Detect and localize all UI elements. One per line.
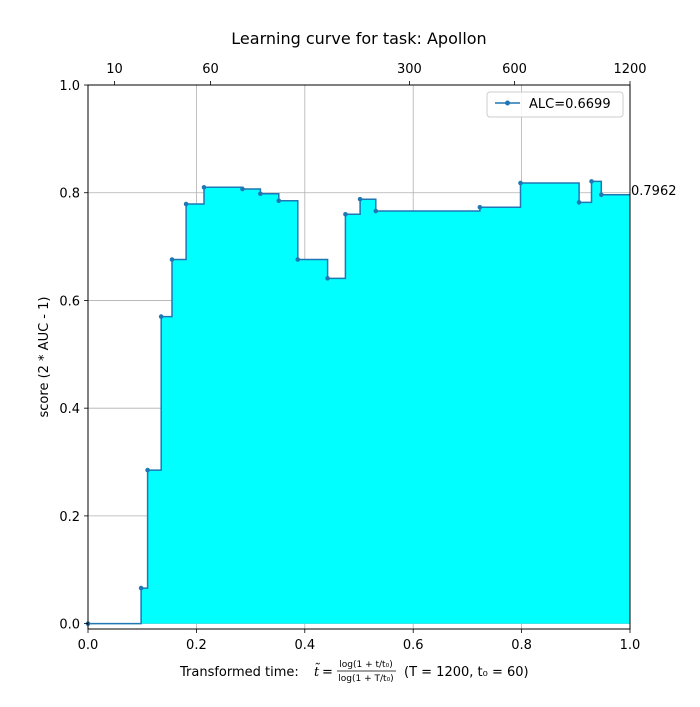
x-tick-label: 0.2 — [186, 638, 207, 653]
top-tick-label: 60 — [202, 62, 219, 77]
data-point — [343, 211, 348, 217]
data-point — [357, 196, 363, 202]
x-tick-label: 0.0 — [78, 638, 99, 653]
x-tick-label: 0.4 — [294, 638, 315, 653]
chart-title: Learning curve for task: Apollon — [231, 29, 486, 48]
x-label-fraction-denominator: log(1 + T/t₀) — [338, 674, 393, 684]
y-tick-label: 0.0 — [59, 618, 80, 633]
data-point — [576, 200, 582, 205]
data-point — [138, 585, 144, 591]
final-score-label: 0.7962 — [631, 184, 677, 199]
data-point — [325, 276, 330, 281]
data-point — [145, 467, 150, 473]
x-label-equals: = — [322, 665, 333, 680]
data-series — [85, 179, 630, 626]
area-fill — [88, 181, 630, 624]
top-tick-label: 10 — [106, 62, 123, 77]
data-point — [295, 257, 301, 262]
y-tick-label: 0.8 — [59, 187, 80, 202]
data-point — [598, 192, 604, 198]
data-point — [158, 314, 164, 319]
data-point — [201, 185, 207, 190]
data-point — [169, 257, 175, 262]
data-point — [518, 180, 523, 186]
x-tick-label: 1.0 — [620, 638, 641, 653]
data-point — [183, 201, 189, 207]
legend-label: ALC=0.6699 — [529, 97, 611, 112]
step-line — [88, 180, 630, 625]
x-label-prefix: Transformed time: — [179, 665, 299, 680]
legend: ALC=0.6699 — [486, 91, 624, 118]
data-point — [240, 186, 245, 192]
y-tick-label: 0.2 — [59, 510, 80, 525]
axes-frame — [87, 84, 631, 630]
y-tick-label: 1.0 — [59, 79, 80, 94]
y-tick-label: 0.4 — [59, 402, 80, 417]
top-tick-label: 600 — [502, 62, 527, 77]
top-tick-label: 1200 — [613, 62, 646, 77]
legend-marker — [505, 100, 510, 106]
x-label-fraction-numerator: log(1 + t/t₀) — [339, 660, 392, 670]
y-tick-label: 0.6 — [59, 294, 80, 309]
data-point — [373, 208, 379, 214]
data-point — [276, 198, 282, 204]
x-label-t-tilde: t̃ — [314, 663, 320, 680]
data-point — [258, 191, 263, 197]
legend-box — [486, 91, 624, 118]
axes: 0.0 0.2 0.4 0.6 0.8 1.0 0.0 0.2 0.4 0.6 0.8 1.0 10 60… — [59, 62, 646, 653]
y-axis-label: score (2 * AUC - 1) — [37, 297, 52, 418]
data-point — [589, 179, 594, 184]
x-tick-label: 0.8 — [511, 638, 532, 653]
top-tick-label: 300 — [397, 62, 422, 77]
x-axis-label: Transformed time: t̃ = log(1 + t/t₀) log… — [179, 660, 529, 684]
data-point — [477, 204, 483, 210]
x-tick-label: 0.6 — [403, 638, 424, 653]
x-label-params: (T = 1200, t₀ = 60) — [404, 665, 529, 680]
